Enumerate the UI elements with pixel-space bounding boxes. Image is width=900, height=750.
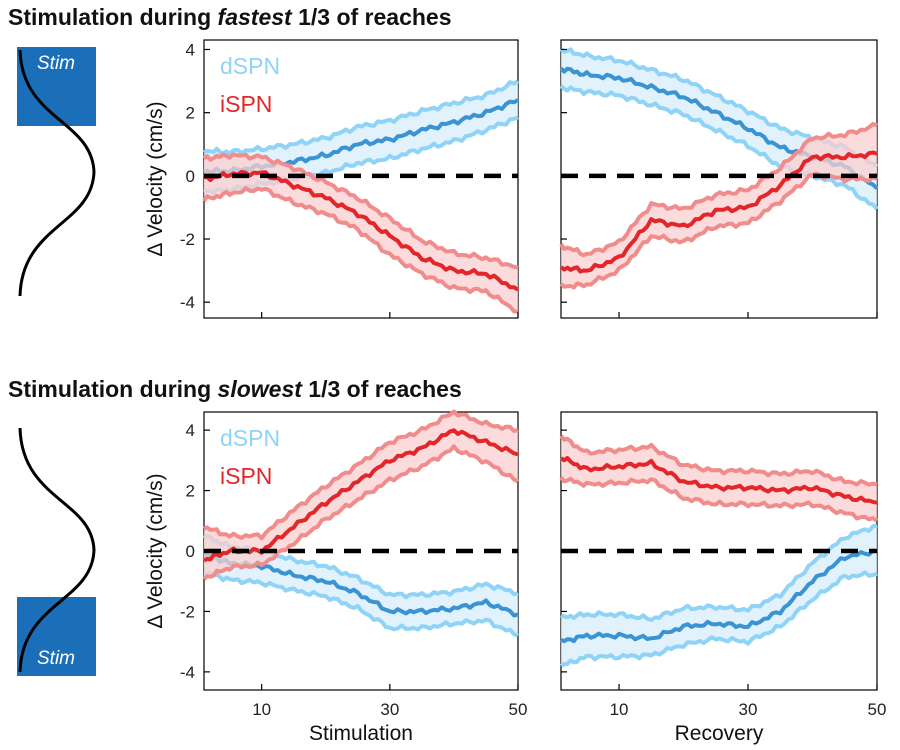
panel-fastest-recovery [559,39,879,319]
dspn-lower-bound [560,570,878,668]
ispn-mean-line [203,428,519,563]
legend-entry-ispn: iSPN [220,463,272,489]
y-tick-label: -4 [180,663,195,682]
dspn-upper-bound [203,79,520,156]
stim-label-fastest: Stim [37,53,75,74]
dspn-ci-band [561,525,877,666]
stim-waveform-fastest [18,49,96,297]
x-tick-label: 10 [252,700,271,719]
legend-entry-dspn: dSPN [220,425,280,451]
x-axis-label: Stimulation [309,722,413,745]
ispn-lower-bound [559,476,879,523]
y-tick-label: 0 [186,542,195,561]
ispn-lower-bound [202,186,519,314]
ispn-mean-line [559,150,878,274]
y-tick-label: 0 [186,167,195,186]
dspn-upper-bound [560,523,878,622]
ispn-upper-bound [202,152,519,270]
legend-entry-ispn: iSPN [220,91,272,117]
stim-diagram-fastest: Stim [17,47,96,297]
y-axis-label: Δ Velocity (cm/s) [144,101,167,256]
section-title-fastest: Stimulation during fastest 1/3 of reache… [8,4,452,30]
y-tick-label: 2 [186,104,195,123]
panel-slowest-recovery: 10 30 50 Recovery [559,411,887,745]
stim-waveform-slowest [18,427,96,673]
panel-fastest-stimulation: -4 -2 0 2 4 Δ Velocity (cm/s) dSPN iSPN [144,39,520,319]
ispn-mean-line [203,169,519,292]
y-tick-label: -2 [180,230,195,249]
stim-diagram-slowest: Stim [17,427,96,676]
x-tick-label: 30 [739,700,758,719]
ispn-lower-bound [202,444,519,581]
stim-label-slowest: Stim [37,648,75,669]
panel-slowest-stimulation: -4 -2 0 2 4 10 30 50 Stimulation Δ Velocity (cm/s… [144,409,528,745]
ispn-upper-bound [203,409,519,541]
x-tick-label: 50 [868,700,887,719]
stim-diagrams: Stim Stim [17,47,96,676]
y-tick-label: 2 [186,482,195,501]
ispn-upper-bound [559,122,878,258]
y-axis-label: Δ Velocity (cm/s) [144,473,167,628]
x-tick-label: 10 [610,700,629,719]
dspn-mean-line [560,548,878,644]
ispn-mean-line [559,456,878,505]
legend-entry-dspn: dSPN [220,53,280,79]
x-tick-label: 50 [509,700,528,719]
y-tick-label: -2 [180,602,195,621]
ispn-upper-bound [559,434,878,487]
ispn-ci-band [561,435,877,521]
y-tick-label: -4 [180,293,195,312]
section-title-slowest: Stimulation during slowest 1/3 of reache… [8,376,462,402]
y-tick-label: 4 [186,40,195,59]
x-axis-label: Recovery [675,722,764,745]
x-tick-label: 30 [380,700,399,719]
y-tick-label: 4 [186,421,195,440]
dspn-lower-bound [203,570,519,638]
